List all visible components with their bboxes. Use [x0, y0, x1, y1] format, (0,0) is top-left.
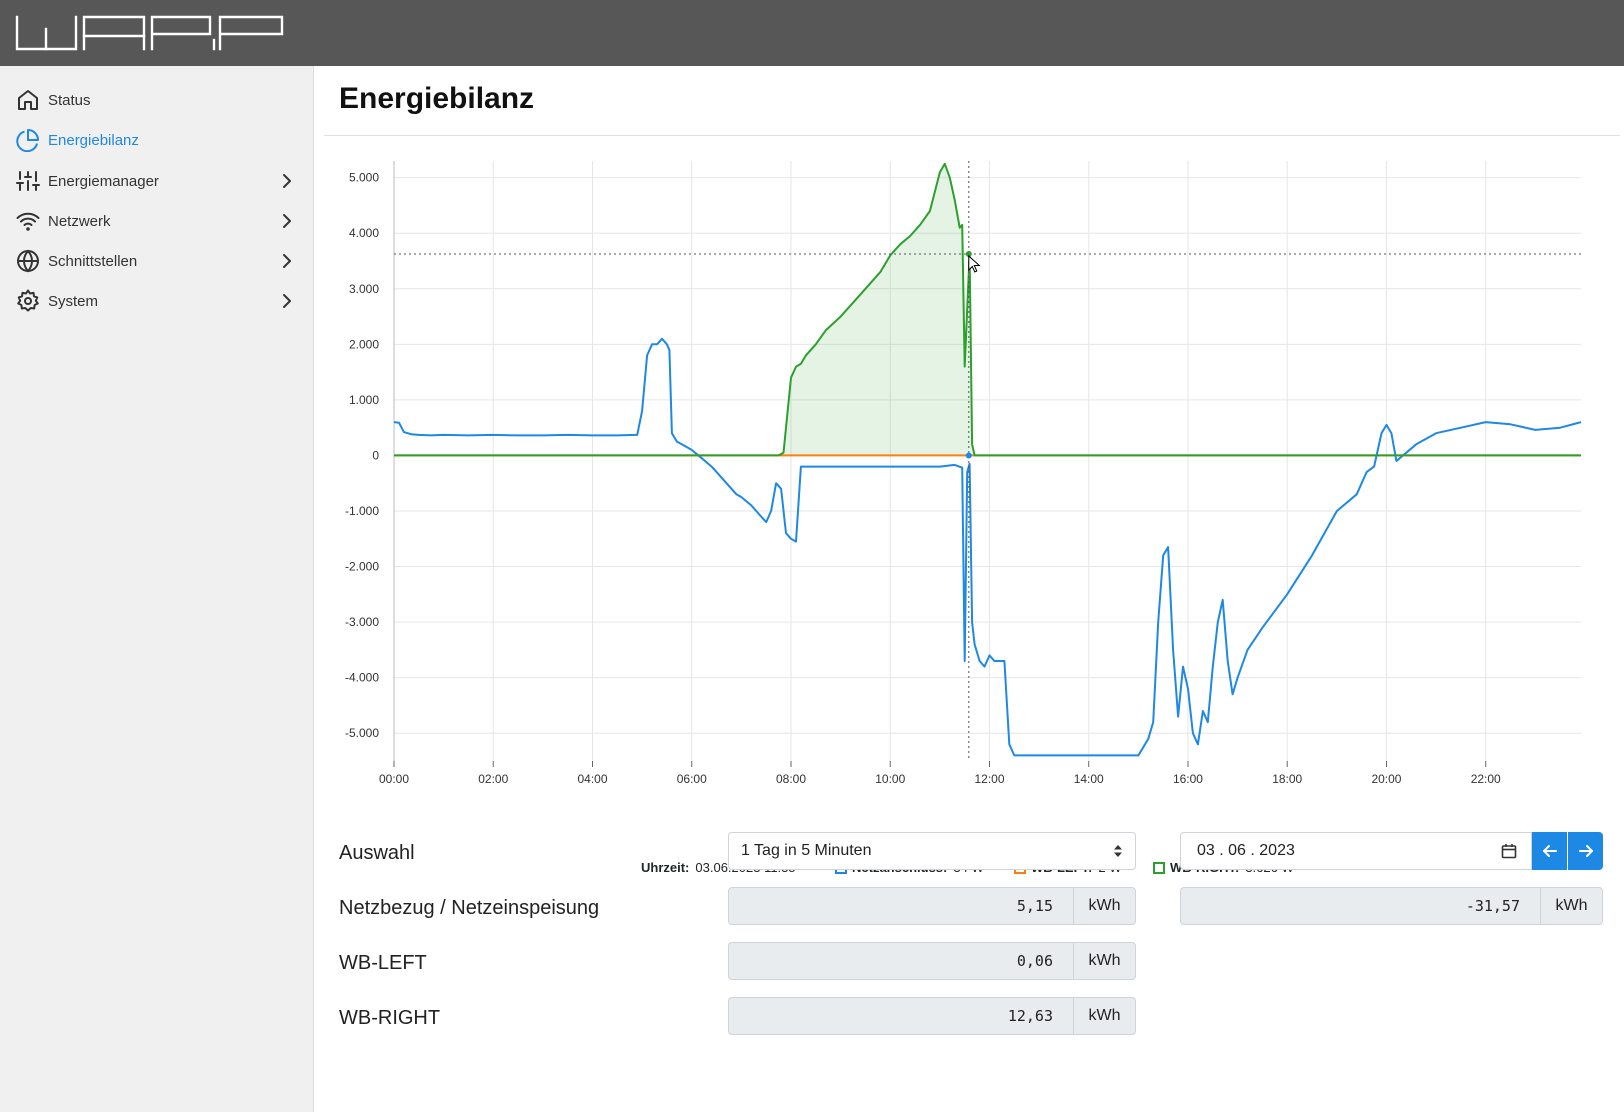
- y-tick-label: 2.000: [349, 337, 379, 351]
- sidebar-item-label: Netzwerk: [48, 212, 111, 230]
- arrow-left-icon: [1542, 845, 1557, 857]
- calendar-icon[interactable]: [1501, 843, 1517, 859]
- unit-label: kWh: [1073, 942, 1136, 980]
- cursor-point-netz: [965, 452, 972, 459]
- pie-chart-icon: [16, 129, 39, 152]
- sidebar: Status Energiebilanz Energiemanager Netz…: [0, 66, 314, 1112]
- x-tick-label: 14:00: [1074, 772, 1104, 786]
- chart-area-fill: [394, 163, 1581, 456]
- x-tick-label: 22:00: [1471, 772, 1501, 786]
- prev-day-button[interactable]: [1532, 832, 1567, 870]
- gear-icon: [17, 289, 39, 312]
- netz-label: Netzbezug / Netzeinspeisung: [339, 897, 600, 919]
- home-icon: [18, 90, 38, 110]
- sidebar-item-system[interactable]: System: [0, 282, 314, 320]
- chevron-right-icon: [283, 254, 291, 268]
- y-tick-label: 0: [372, 448, 379, 462]
- y-tick-label: -3.000: [345, 615, 379, 629]
- unit-label: kWh: [1540, 887, 1603, 925]
- chart-ticks: 5.000 4.000 3.000 2.000 1.000 0 -1.000 -2.000 -3…: [345, 171, 1501, 786]
- wb-left-output: 0,06 kWh: [728, 942, 1136, 980]
- date-input[interactable]: 03 . 06 . 2023: [1180, 832, 1532, 870]
- legend-time-label: Uhrzeit:: [641, 860, 690, 875]
- auswahl-label: Auswahl: [339, 842, 415, 864]
- sidebar-item-label: Energiebilanz: [48, 131, 139, 149]
- energy-chart[interactable]: 5.000 4.000 3.000 2.000 1.000 0 -1.000 -2.000 -3…: [314, 161, 1624, 856]
- wb-right-label: WB-RIGHT: [339, 1007, 441, 1029]
- sidebar-item-label: System: [48, 292, 99, 310]
- sidebar-item-energiemanager[interactable]: Energiemanager: [0, 162, 314, 200]
- sidebar-item-status[interactable]: Status: [0, 81, 314, 119]
- wb-left-value: 0,06: [728, 942, 1073, 980]
- sidebar-item-netzwerk[interactable]: Netzwerk: [0, 202, 314, 240]
- netzeinspeisung-output: -31,57 kWh: [1180, 887, 1603, 925]
- netzbezug-output: 5,15 kWh: [728, 887, 1136, 925]
- unit-label: kWh: [1073, 997, 1136, 1035]
- warp-logo[interactable]: [14, 14, 286, 52]
- sidebar-item-label: Energiemanager: [48, 172, 159, 190]
- arrow-right-icon: [1578, 845, 1593, 857]
- unit-label: kWh: [1073, 887, 1136, 925]
- y-tick-label: -1.000: [345, 504, 379, 518]
- x-tick-label: 16:00: [1173, 772, 1203, 786]
- sliders-icon: [16, 171, 40, 191]
- x-tick-label: 04:00: [577, 772, 607, 786]
- x-tick-label: 12:00: [974, 772, 1004, 786]
- select-arrows-icon: [1114, 845, 1122, 857]
- chart-grid: [393, 161, 1581, 761]
- wb-right-output: 12,63 kWh: [728, 997, 1136, 1035]
- y-tick-label: 5.000: [349, 171, 379, 185]
- sidebar-item-schnittstellen[interactable]: Schnittstellen: [0, 242, 314, 280]
- chevron-right-icon: [283, 174, 291, 188]
- wb-left-label: WB-LEFT: [339, 952, 427, 974]
- x-tick-label: 08:00: [776, 772, 806, 786]
- legend-swatch: [1153, 861, 1165, 874]
- globe-icon: [17, 249, 39, 273]
- top-bar: [0, 0, 1624, 66]
- chart-cursor: [394, 161, 1581, 761]
- page-title: Energiebilanz: [339, 82, 535, 115]
- wb-right-line: [394, 162, 1581, 457]
- main-content: Energiebilanz 5.000 4.000 3.000 2.000 1.000 0…: [314, 66, 1624, 1112]
- wifi-icon: [16, 212, 40, 231]
- sidebar-item-label: Schnittstellen: [48, 252, 138, 270]
- range-select[interactable]: 1 Tag in 5 Minuten: [728, 832, 1136, 870]
- chevron-right-icon: [283, 294, 291, 308]
- title-divider: [324, 135, 1620, 136]
- chevron-right-icon: [283, 214, 291, 228]
- y-tick-label: -2.000: [345, 560, 379, 574]
- netzeinspeisung-value: -31,57: [1180, 887, 1540, 925]
- y-tick-label: 4.000: [349, 226, 379, 240]
- date-input-value: 03 . 06 . 2023: [1197, 842, 1295, 859]
- range-select-value: 1 Tag in 5 Minuten: [741, 842, 872, 859]
- next-day-button[interactable]: [1568, 832, 1603, 870]
- cursor-point-wb-right: [965, 251, 972, 257]
- mouse-pointer-icon: [968, 254, 981, 273]
- y-tick-label: -5.000: [345, 726, 379, 740]
- x-tick-label: 06:00: [677, 772, 707, 786]
- sidebar-item-energiebilanz[interactable]: Energiebilanz: [0, 121, 314, 159]
- wb-right-value: 12,63: [728, 997, 1073, 1035]
- x-tick-label: 10:00: [875, 772, 905, 786]
- wb-right-area: [394, 163, 1581, 456]
- x-tick-label: 20:00: [1371, 772, 1401, 786]
- x-tick-label: 18:00: [1272, 772, 1302, 786]
- chart-lines: [393, 162, 1582, 757]
- sidebar-item-label: Status: [48, 91, 91, 109]
- y-tick-label: 3.000: [349, 282, 379, 296]
- netzanschluss-line: [393, 337, 1582, 757]
- x-tick-label: 00:00: [379, 772, 409, 786]
- x-tick-label: 02:00: [478, 772, 508, 786]
- y-tick-label: -4.000: [345, 671, 379, 685]
- netzbezug-value: 5,15: [728, 887, 1073, 925]
- y-tick-label: 1.000: [349, 393, 379, 407]
